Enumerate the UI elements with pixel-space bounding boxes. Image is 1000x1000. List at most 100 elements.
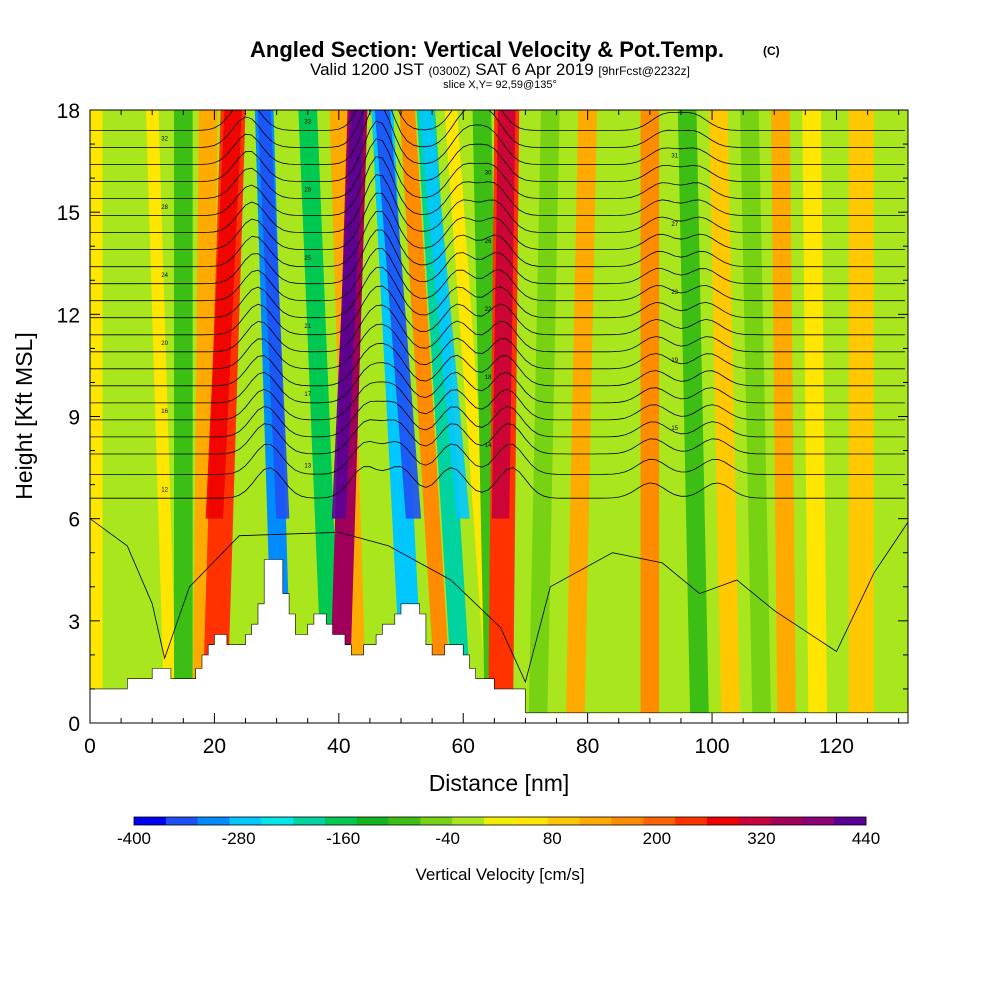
colorbar-swatch — [802, 817, 835, 825]
plot-area: 12 13 14 15 16 17 18 19 20 21 22 23 24 25 26 27 28 29 30 31… — [90, 110, 908, 723]
colorbar-tick-label: -400 — [117, 829, 151, 848]
theta-contour-22 — [90, 266, 905, 319]
y-tick-label: 15 — [57, 202, 80, 225]
velocity-band-21 — [677, 110, 709, 723]
colorbar-tick-label: 80 — [543, 829, 562, 848]
theta-contour-31 — [90, 110, 905, 165]
colorbar-tick-label: -160 — [326, 829, 360, 848]
subtitle-valid: Valid 1200 JST — [310, 60, 424, 79]
theta-label-16: 16 — [161, 409, 168, 415]
colorbar-tick-label: -40 — [435, 829, 460, 848]
colorbar-swatch — [452, 817, 485, 825]
subtitle-forecast: [9hrFcst@2232z] — [598, 64, 690, 78]
y-tick-label: 6 — [68, 509, 80, 532]
theta-contour-30 — [90, 120, 905, 182]
slice-label: slice X,Y= 92,59@135° — [443, 79, 557, 91]
colorbar-swatch — [611, 817, 644, 825]
chart-title-suffix: (C) — [763, 44, 780, 58]
chart-title: Angled Section: Vertical Velocity & Pot.… — [250, 37, 724, 62]
subtitle-utc: (0300Z) — [428, 64, 470, 78]
theta-label-13: 13 — [304, 464, 311, 470]
colorbar-swatch — [324, 817, 358, 825]
theta-label-27: 27 — [671, 222, 678, 228]
x-tick-label: 80 — [576, 735, 599, 758]
velocity-core-6 — [257, 110, 290, 519]
velocity-band-8 — [298, 110, 342, 723]
theta-contour-21 — [90, 285, 905, 336]
theta-contour-29 — [90, 138, 905, 199]
x-tick-label: 120 — [819, 735, 854, 758]
theta-label-23: 23 — [671, 290, 678, 296]
y-tick-label: 18 — [57, 100, 80, 123]
theta-contour-20 — [90, 304, 905, 353]
colorbar-swatch — [770, 817, 803, 825]
theta-label-14: 14 — [485, 443, 492, 449]
colorbar-swatch — [706, 817, 739, 825]
theta-contour-27 — [90, 174, 905, 233]
velocity-band-19 — [603, 110, 629, 723]
colorbar-swatch — [515, 817, 549, 825]
x-tick-label: 20 — [203, 735, 226, 758]
colorbar-swatch — [388, 817, 421, 825]
velocity-band-3 — [173, 110, 193, 723]
velocity-band-24 — [771, 110, 797, 723]
y-axis: 0 3 6 9 12 15 18 — [57, 100, 908, 736]
colorbar: -400 -280 -160 -40 80 200 320 440 — [117, 816, 880, 848]
subtitle-date: SAT 6 Apr 2019 — [475, 60, 593, 79]
theta-contour-19 — [90, 323, 905, 370]
x-tick-label: 100 — [695, 735, 730, 758]
theta-label-33: 33 — [304, 120, 311, 126]
theta-contour-12 — [90, 466, 905, 499]
x-axis: 0 20 40 60 80 100 120 — [84, 110, 900, 758]
theta-contour-surface — [90, 518, 908, 684]
velocity-band-20 — [640, 110, 660, 723]
theta-contour-16 — [90, 381, 905, 421]
theta-contour-14 — [90, 419, 905, 455]
theta-label-32: 32 — [161, 137, 168, 143]
velocity-core-11 — [374, 110, 422, 519]
velocity-band-11 — [371, 110, 425, 723]
velocity-band-23 — [740, 110, 772, 723]
colorbar-swatch — [229, 817, 262, 825]
x-tick-label: 0 — [84, 735, 96, 758]
colorbar-swatch — [420, 817, 453, 825]
terrain-profile — [90, 559, 908, 723]
theta-label-17: 17 — [304, 392, 311, 398]
theta-label-21: 21 — [304, 324, 311, 330]
velocity-band-2 — [145, 110, 178, 723]
theta-label-28: 28 — [161, 205, 168, 211]
velocity-core-10 — [331, 110, 365, 519]
colorbar-swatch — [738, 817, 771, 825]
velocity-core-13 — [419, 110, 470, 519]
colorbar-swatch — [356, 817, 389, 825]
colorbar-label: Vertical Velocity [cm/s] — [415, 865, 584, 884]
theta-contour-26 — [90, 192, 905, 250]
colorbar-tick-label: 320 — [747, 829, 775, 848]
theta-label-25: 25 — [304, 256, 311, 262]
velocity-band-26 — [848, 110, 874, 723]
velocity-band-17 — [528, 110, 560, 723]
y-tick-label: 3 — [68, 611, 80, 634]
theta-contour-23 — [90, 248, 905, 302]
theta-contour-25 — [90, 211, 905, 268]
colorbar-swatch — [134, 817, 167, 825]
y-tick-label: 9 — [68, 407, 80, 430]
velocity-core-16 — [491, 110, 516, 519]
title-block: Angled Section: Vertical Velocity & Pot.… — [250, 37, 780, 91]
contour-labels: 12 13 14 15 16 17 18 19 20 21 22 23 24 25 26 27 28 29 30 31… — [161, 120, 678, 494]
colorbar-tick-label: -280 — [222, 829, 256, 848]
theta-label-19: 19 — [671, 358, 678, 364]
x-tick-label: 40 — [327, 735, 350, 758]
chart-subtitle: Valid 1200 JST (0300Z) SAT 6 Apr 2019 [9… — [310, 60, 690, 79]
colorbar-swatch — [261, 817, 294, 825]
velocity-band-7 — [276, 110, 321, 723]
x-axis-label: Distance [nm] — [429, 770, 570, 796]
y-tick-label: 0 — [68, 713, 80, 736]
colorbar-swatch — [547, 817, 580, 825]
colorbar-swatch — [675, 817, 708, 825]
colorbar-frame — [133, 816, 867, 826]
theta-contour-18 — [90, 342, 905, 387]
velocity-band-1 — [117, 110, 150, 723]
